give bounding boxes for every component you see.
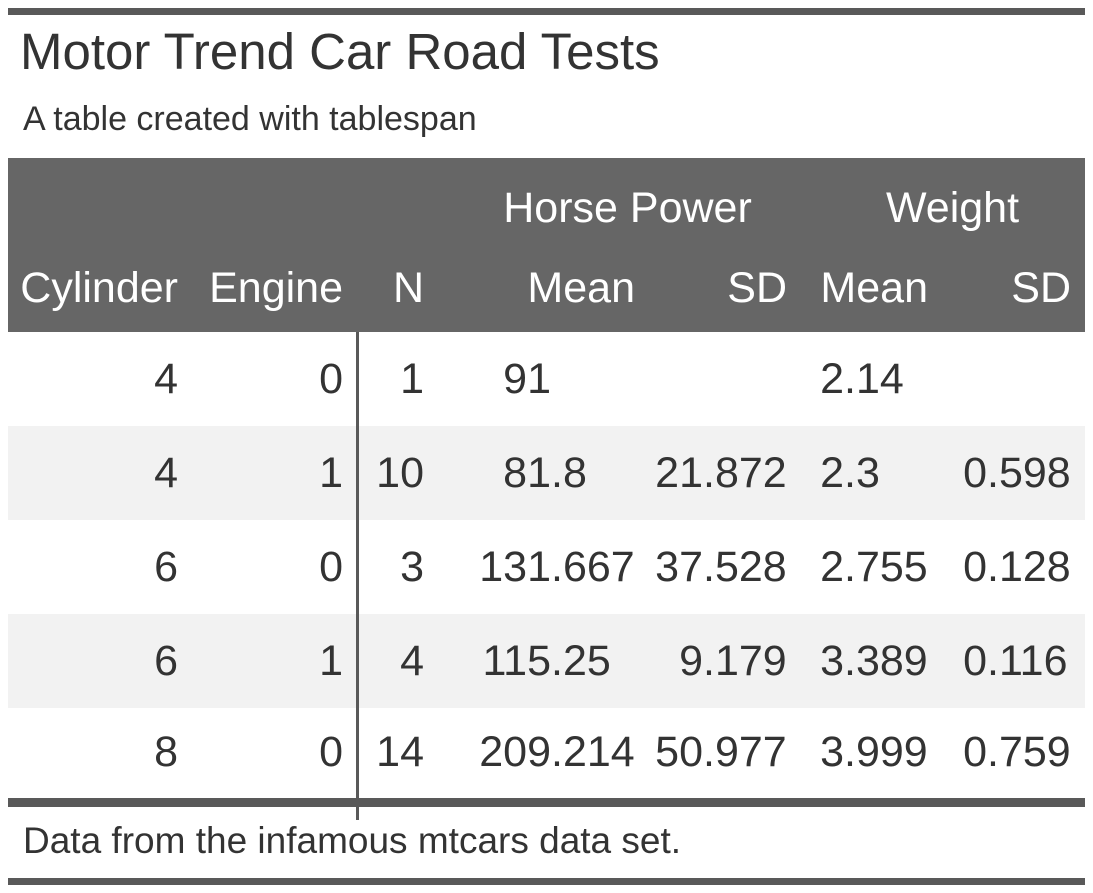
cell-hp-sd: [645, 332, 795, 426]
table-footnote: Data from the infamous mtcars data set.: [23, 820, 682, 861]
cell-hp-mean: 81.8: [503, 448, 587, 497]
spanner-weight: Weight: [795, 158, 1085, 245]
column-header-row: Cylinder Engine N Mean SD Mean SD: [8, 245, 1085, 332]
cell-cylinder: 6: [154, 636, 178, 685]
cell-wt-sd: 0.598: [963, 448, 1071, 497]
spanner-row: Horse Power Weight: [8, 158, 1085, 245]
col-header-engine: Engine: [178, 245, 358, 332]
cell-wt-mean: 2.755: [820, 542, 928, 591]
col-header-cylinder: Cylinder: [8, 245, 178, 332]
cell-wt-mean: 2.3: [820, 448, 880, 497]
spanner-horse-power: Horse Power: [430, 158, 795, 245]
cell-hp-mean: 209.214: [479, 728, 635, 777]
cell-hp-mean: 91: [503, 354, 551, 403]
col-header-hp-sd: SD: [645, 245, 795, 332]
table-title: Motor Trend Car Road Tests: [20, 23, 660, 80]
cell-n: 4: [400, 636, 424, 685]
col-header-n: N: [358, 245, 430, 332]
table-row: 4 1 10 81.8 21.872 2.3 0.598: [8, 426, 1085, 520]
cell-hp-sd: 37.528: [655, 542, 787, 591]
col-header-wt-sd: SD: [940, 245, 1085, 332]
cell-wt-sd: 0.116: [963, 636, 1068, 685]
table-header: Horse Power Weight Cylinder Engine N Mea…: [8, 158, 1085, 332]
spanner-empty: [8, 158, 430, 245]
cell-wt-mean: 2.14: [820, 354, 904, 403]
cell-cylinder: 8: [154, 728, 178, 777]
cell-hp-sd: 21.872: [655, 448, 787, 497]
cell-wt-mean: 3.389: [820, 636, 928, 685]
bottom-rule: [8, 878, 1085, 885]
top-rule: [8, 8, 1085, 15]
cell-wt-sd: [940, 332, 1085, 426]
table-row: 8 0 14 209.214 50.977 3.999 0.759: [8, 708, 1085, 802]
table-subtitle: A table created with tablespan: [23, 100, 477, 138]
cell-cylinder: 6: [154, 542, 178, 591]
cell-n: 3: [400, 542, 424, 591]
cell-cylinder: 4: [154, 448, 178, 497]
table-row: 6 1 4 115.25 9.179 3.389 0.116: [8, 614, 1085, 708]
table-body: 4 0 1 91 2.14 4 1 10 81.8 21.872 2.3 0.5…: [8, 332, 1085, 802]
cell-n: 14: [376, 728, 424, 777]
cell-n: 1: [400, 354, 424, 403]
column-divider-line: [356, 332, 359, 820]
col-header-wt-mean: Mean: [795, 245, 940, 332]
cell-hp-mean: 115.25: [482, 636, 611, 685]
col-header-hp-mean: Mean: [430, 245, 645, 332]
table-row: 4 0 1 91 2.14: [8, 332, 1085, 426]
cell-wt-sd: 0.759: [963, 728, 1071, 777]
cell-cylinder: 4: [154, 354, 178, 403]
cell-engine: 1: [319, 636, 343, 685]
data-table: Horse Power Weight Cylinder Engine N Mea…: [8, 158, 1085, 807]
cell-n: 10: [376, 448, 424, 497]
cell-hp-mean: 131.667: [479, 542, 635, 591]
cell-engine: 0: [319, 728, 343, 777]
table-row: 6 0 3 131.667 37.528 2.755 0.128: [8, 520, 1085, 614]
cell-engine: 0: [319, 542, 343, 591]
cell-wt-sd: 0.128: [963, 542, 1071, 591]
cell-hp-sd: 9.179: [679, 636, 787, 685]
cell-engine: 0: [319, 354, 343, 403]
cell-hp-sd: 50.977: [655, 728, 787, 777]
cell-wt-mean: 3.999: [820, 728, 928, 777]
cell-engine: 1: [319, 448, 343, 497]
